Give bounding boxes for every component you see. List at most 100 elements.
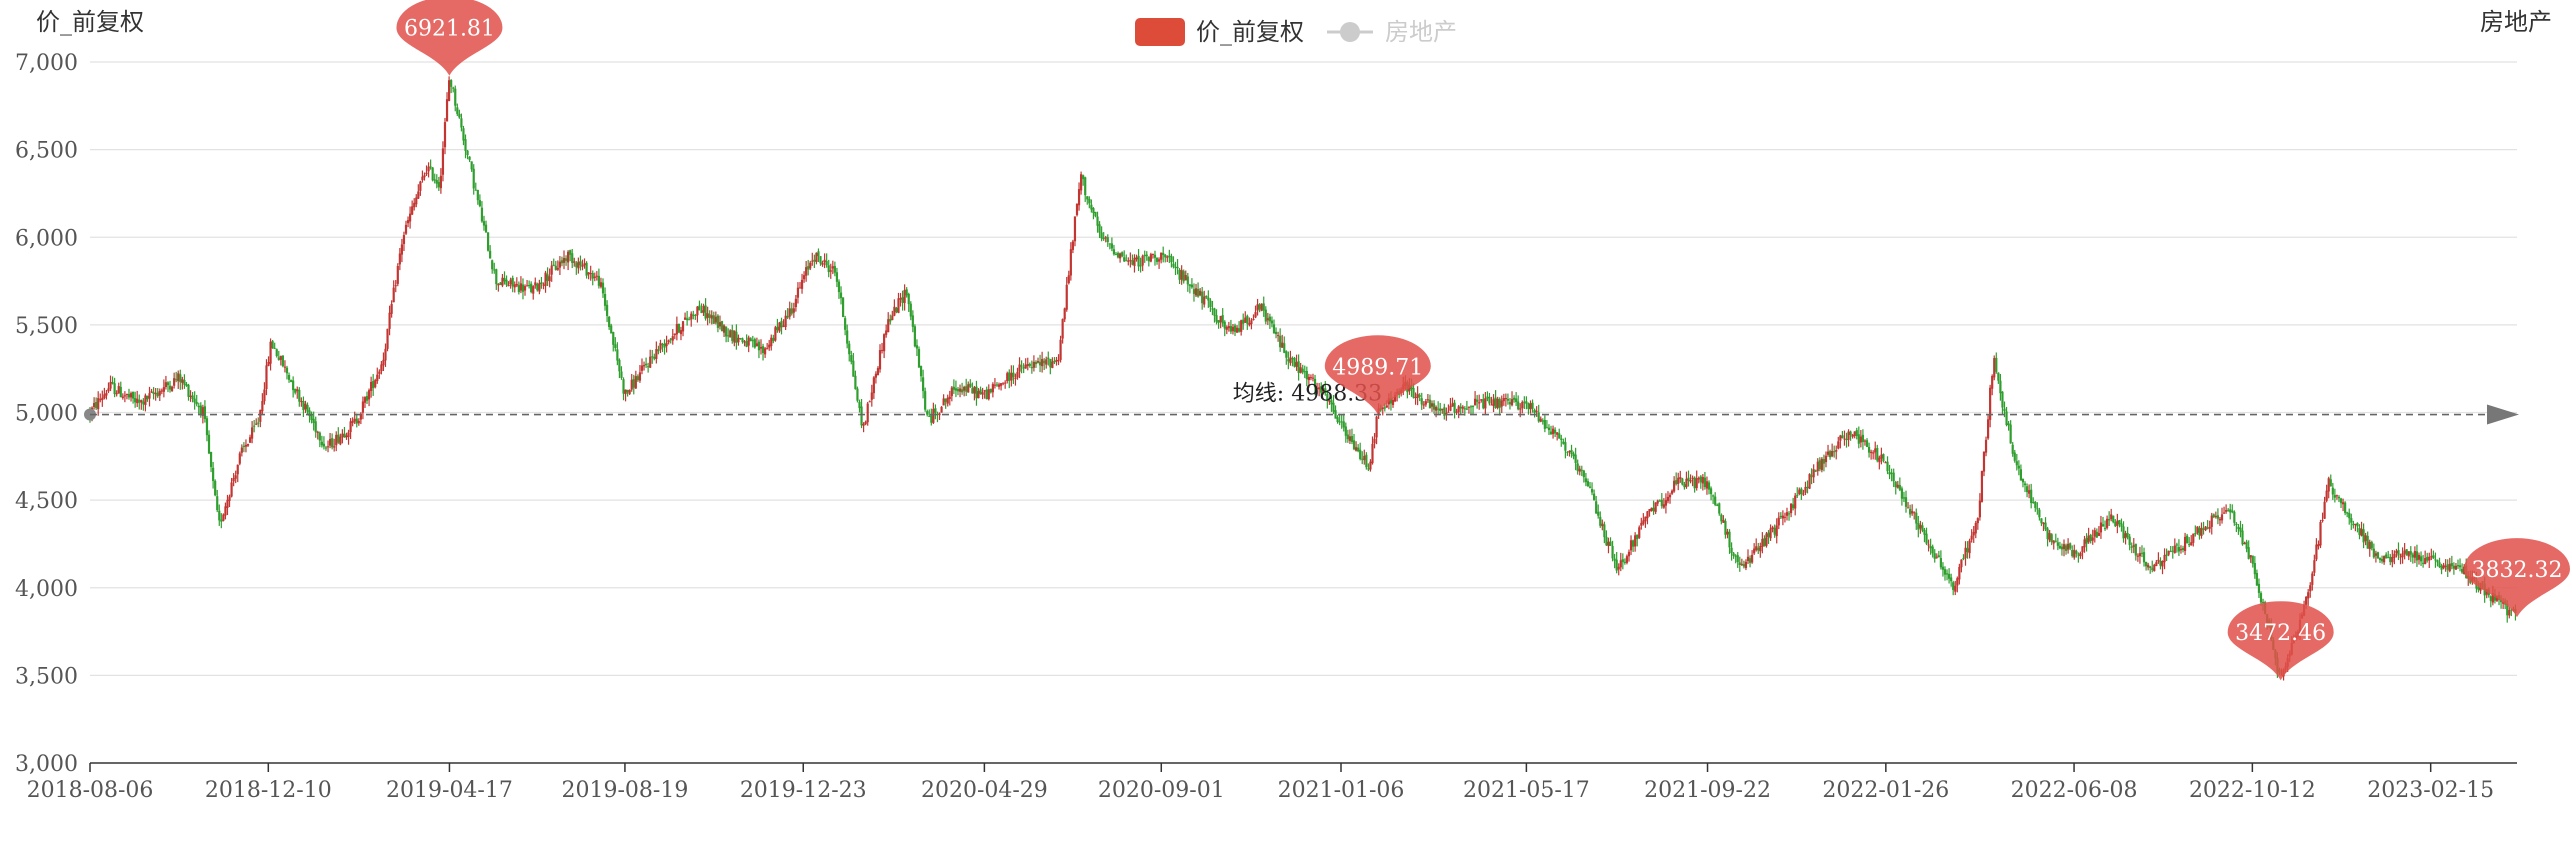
candle-body[interactable] <box>316 431 319 433</box>
candle-body[interactable] <box>1968 540 1971 554</box>
candle-body[interactable] <box>1638 527 1641 538</box>
candle-body[interactable] <box>536 284 539 291</box>
candle-body[interactable] <box>1252 319 1255 321</box>
candle-body[interactable] <box>930 415 933 423</box>
candle-body[interactable] <box>2499 599 2503 603</box>
candle-body[interactable] <box>166 382 170 386</box>
candle-body[interactable] <box>209 451 213 467</box>
candle-body[interactable] <box>1350 436 1354 442</box>
candle-body[interactable] <box>203 406 207 419</box>
candle-body[interactable] <box>2366 535 2369 549</box>
candle-body[interactable] <box>581 264 584 267</box>
candle-body[interactable] <box>839 292 843 299</box>
candle-body[interactable] <box>1720 514 1723 522</box>
candle-body[interactable] <box>528 285 531 287</box>
candle-body[interactable] <box>833 266 836 273</box>
candle-body[interactable] <box>844 318 847 330</box>
candle-body[interactable] <box>1673 480 1676 492</box>
candle-body[interactable] <box>503 277 506 282</box>
candle-body[interactable] <box>2200 527 2203 537</box>
candle-body[interactable] <box>2346 512 2349 514</box>
candle-body[interactable] <box>735 331 738 343</box>
candle-body[interactable] <box>406 220 410 224</box>
candle-body[interactable] <box>1490 404 1493 406</box>
candle-body[interactable] <box>1545 427 1549 429</box>
candle-body[interactable] <box>1970 535 1973 540</box>
candle-body[interactable] <box>1160 252 1163 260</box>
candle-body[interactable] <box>692 314 695 316</box>
candle-body[interactable] <box>747 337 750 346</box>
candle-body[interactable] <box>1707 482 1711 490</box>
candle-body[interactable] <box>2196 526 2199 533</box>
candle-body[interactable] <box>1966 548 1969 552</box>
candle-body[interactable] <box>115 393 118 395</box>
candle-body[interactable] <box>628 389 631 394</box>
candle-body[interactable] <box>127 394 131 398</box>
candle-body[interactable] <box>1625 556 1629 563</box>
candle-body[interactable] <box>1383 407 1386 409</box>
candle-body[interactable] <box>353 418 356 422</box>
candle-body[interactable] <box>1529 403 1532 410</box>
candle-body[interactable] <box>1174 266 1177 268</box>
candle-body[interactable] <box>1492 399 1495 406</box>
candle-body[interactable] <box>887 319 890 333</box>
candle-body[interactable] <box>1539 418 1542 422</box>
candle-body[interactable] <box>786 315 789 318</box>
candle-body[interactable] <box>1426 399 1429 401</box>
mark-point-pin[interactable]: 3472.46 <box>2227 601 2334 681</box>
candle-body[interactable] <box>2237 526 2240 530</box>
candle-body[interactable] <box>1254 312 1257 318</box>
candle-body[interactable] <box>731 329 734 341</box>
candle-body[interactable] <box>378 371 381 374</box>
candle-body[interactable] <box>413 202 416 208</box>
candle-body[interactable] <box>1082 175 1085 180</box>
candle-body[interactable] <box>2091 537 2094 541</box>
candle-body[interactable] <box>460 118 463 128</box>
candle-body[interactable] <box>1250 320 1253 325</box>
candle-body[interactable] <box>1716 504 1719 506</box>
candle-body[interactable] <box>2093 530 2096 537</box>
candle-body[interactable] <box>1691 477 1694 479</box>
candle-body[interactable] <box>253 425 256 427</box>
candle-body[interactable] <box>271 341 274 349</box>
candle-body[interactable] <box>1576 463 1579 471</box>
candle-body[interactable] <box>1876 448 1879 461</box>
candle-body[interactable] <box>1129 260 1132 262</box>
candle-body[interactable] <box>2360 528 2363 536</box>
candle-body[interactable] <box>228 496 231 501</box>
candle-body[interactable] <box>123 395 126 397</box>
candle-body[interactable] <box>497 284 500 286</box>
candle-body[interactable] <box>1712 495 1715 497</box>
candle-body[interactable] <box>2036 508 2039 510</box>
candle-body[interactable] <box>2155 562 2158 566</box>
candle-body[interactable] <box>1231 326 1235 332</box>
candle-body[interactable] <box>2048 532 2051 541</box>
candle-body[interactable] <box>187 384 190 397</box>
candle-body[interactable] <box>1615 559 1618 571</box>
candle-body[interactable] <box>1746 556 1750 561</box>
candle-body[interactable] <box>308 410 311 417</box>
candle-body[interactable] <box>1057 359 1060 362</box>
candle-body[interactable] <box>1755 546 1758 551</box>
candle-body[interactable] <box>1451 403 1454 407</box>
candle-body[interactable] <box>924 391 927 410</box>
candle-body[interactable] <box>1974 522 1977 534</box>
candle-body[interactable] <box>2067 543 2070 550</box>
candle-body[interactable] <box>999 383 1003 386</box>
candle-body[interactable] <box>1086 196 1089 200</box>
candle-body[interactable] <box>1679 477 1682 479</box>
candle-body[interactable] <box>2364 535 2367 542</box>
candle-body[interactable] <box>456 107 459 114</box>
candle-body[interactable] <box>1898 485 1901 490</box>
candle-body[interactable] <box>1980 470 1984 502</box>
candle-body[interactable] <box>1028 363 1031 366</box>
candle-body[interactable] <box>499 282 502 285</box>
candle-body[interactable] <box>952 386 955 390</box>
candle-body[interactable] <box>737 337 740 343</box>
candle-body[interactable] <box>160 390 163 392</box>
candle-body[interactable] <box>2149 566 2152 568</box>
candle-body[interactable] <box>784 315 787 328</box>
candle-body[interactable] <box>883 334 886 352</box>
candle-body[interactable] <box>766 348 769 350</box>
candle-body[interactable] <box>458 113 461 118</box>
